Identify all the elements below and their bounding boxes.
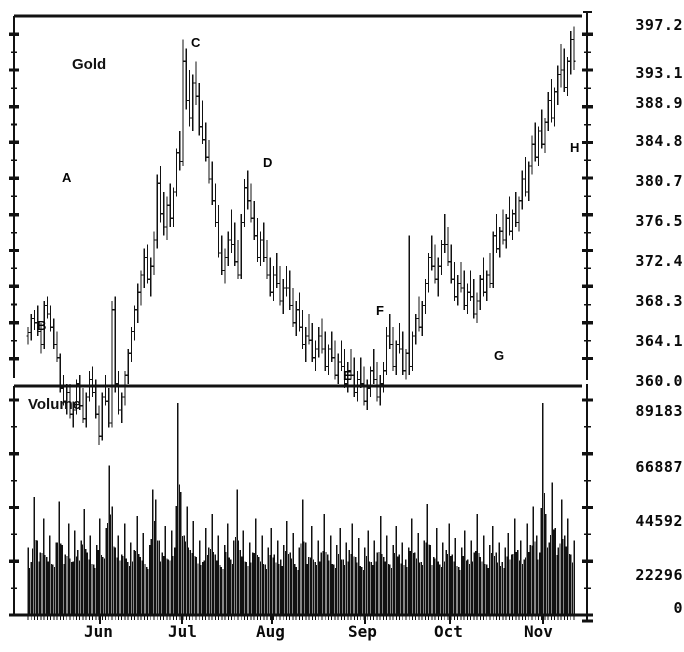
volume-tick-label: 44592 <box>635 512 683 530</box>
price-panel-title: Gold <box>72 56 107 73</box>
month-tick-label-oct: Oct <box>434 622 463 641</box>
annotation-e: E <box>343 368 352 383</box>
month-tick-label-nov: Nov <box>524 622 553 641</box>
price-tick-label: 368.3 <box>635 292 683 310</box>
annotation-h: H <box>570 140 580 155</box>
volume-tick-label: 22296 <box>635 566 683 584</box>
price-tick-label: 380.7 <box>635 172 683 190</box>
month-tick-label-sep: Sep <box>348 622 377 641</box>
annotation-d: D <box>263 155 273 170</box>
annotation-b: B <box>37 318 47 333</box>
annotation-g: G <box>494 348 505 363</box>
annotation-f: F <box>376 303 384 318</box>
month-tick-label-jul: Jul <box>168 622 197 641</box>
volume-tick-label: 89183 <box>635 402 683 420</box>
price-tick-label: 388.9 <box>635 94 683 112</box>
price-tick-label: 393.1 <box>635 64 683 82</box>
volume-panel-title: Volume <box>28 396 82 413</box>
month-tick-label-jun: Jun <box>84 622 113 641</box>
month-tick-label-aug: Aug <box>256 622 285 641</box>
volume-tick-label: 0 <box>673 599 683 617</box>
price-tick-label: 372.4 <box>635 252 683 270</box>
annotation-a: A <box>62 170 72 185</box>
volume-tick-label: 66887 <box>635 458 683 476</box>
annotation-c: C <box>191 35 201 50</box>
price-tick-label: 384.8 <box>635 132 683 150</box>
price-tick-label: 397.2 <box>635 16 683 34</box>
price-tick-label: 376.5 <box>635 212 683 230</box>
price-tick-label: 364.1 <box>635 332 683 350</box>
price-tick-label: 360.0 <box>635 372 683 390</box>
